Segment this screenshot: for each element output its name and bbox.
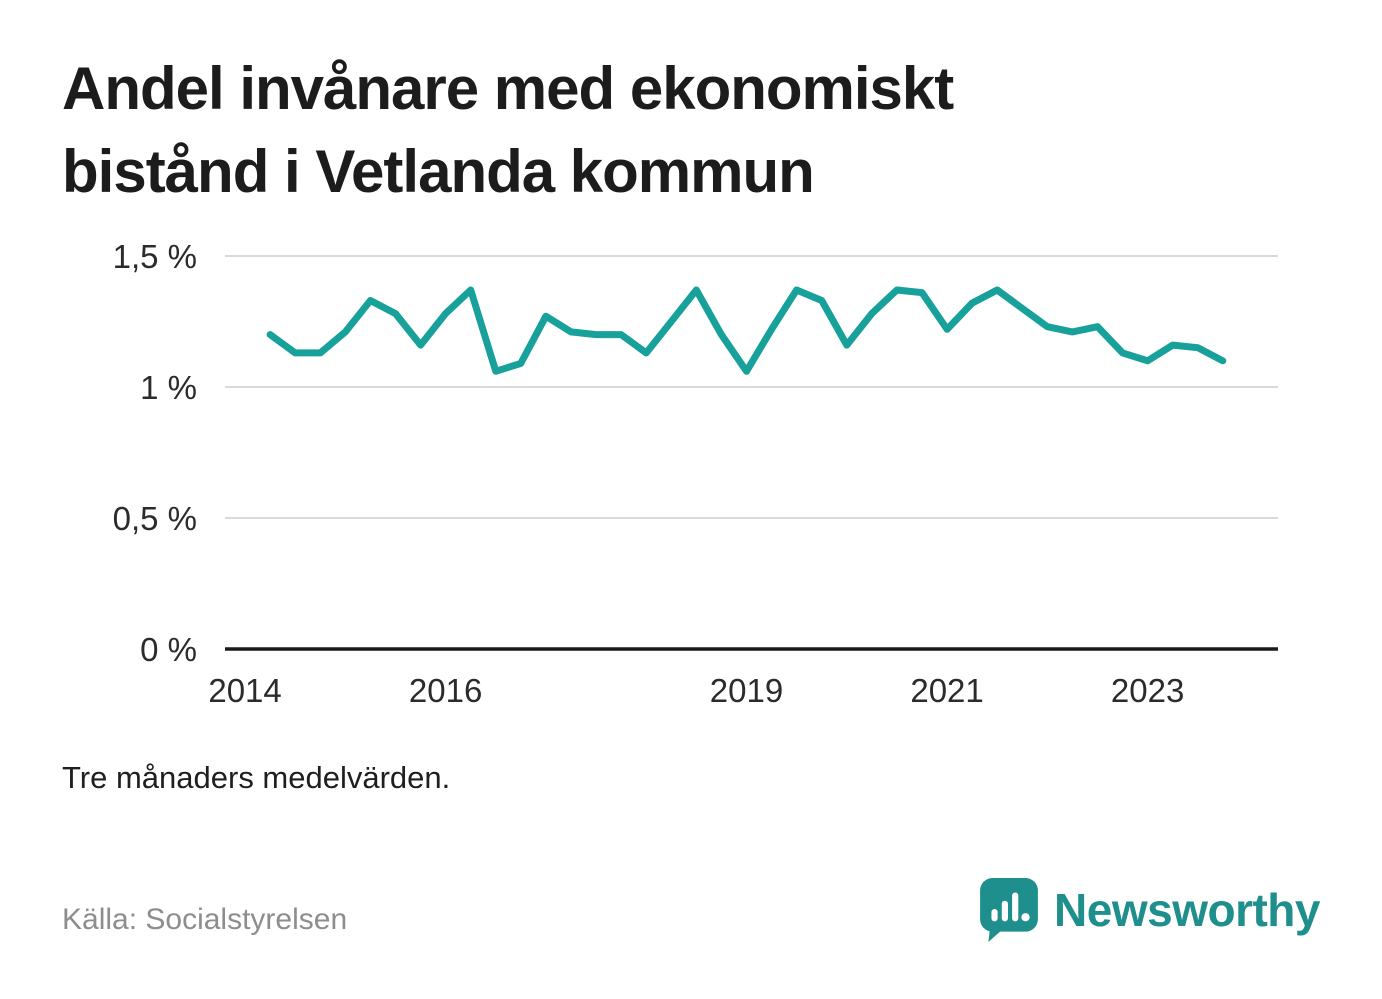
x-tick-label: 2023 xyxy=(1111,672,1184,709)
x-tick-label: 2019 xyxy=(710,672,783,709)
y-tick-label: 1 % xyxy=(140,369,197,406)
page-title-line2: bistånd i Vetlanda kommun xyxy=(62,137,815,205)
source-text: Källa: Socialstyrelsen xyxy=(62,903,348,936)
page-title: Andel invånare med ekonomiskt bistånd i … xyxy=(62,48,954,214)
x-tick-label: 2021 xyxy=(910,672,983,709)
page-title-line1: Andel invånare med ekonomiskt xyxy=(62,55,954,122)
data-line xyxy=(266,286,1227,375)
y-tick-label: 0 % xyxy=(140,631,197,668)
brand-logo: Newsworthy xyxy=(980,878,1320,942)
brand-name: Newsworthy xyxy=(1054,884,1320,936)
x-tick-label: 2016 xyxy=(409,672,482,709)
newsworthy-icon xyxy=(980,878,1038,942)
x-tick-label: 2014 xyxy=(208,672,281,709)
y-tick-label: 1,5 % xyxy=(113,238,197,275)
chart-note: Tre månaders medelvärden. xyxy=(62,760,451,795)
y-tick-label: 0,5 % xyxy=(113,500,197,537)
